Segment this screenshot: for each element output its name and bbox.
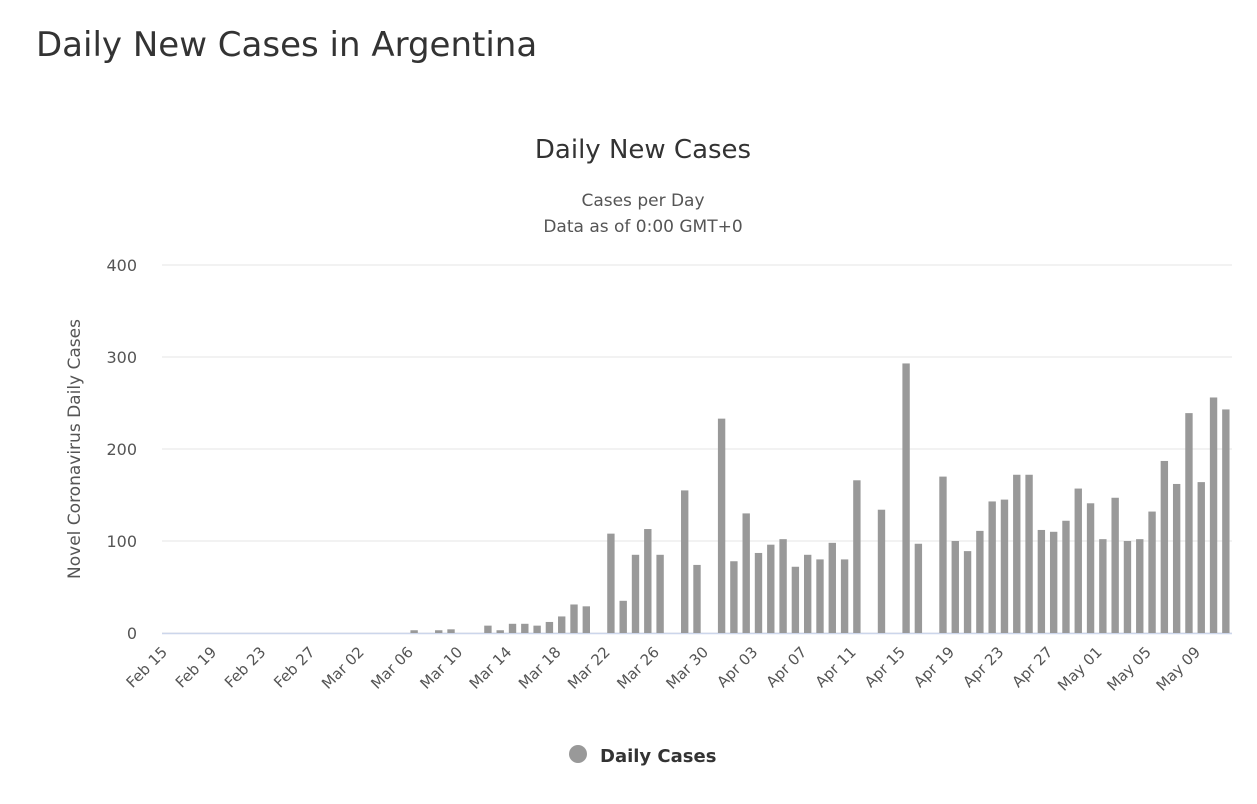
x-tick-label: Apr 27 (1009, 643, 1057, 691)
x-tick-label: Mar 06 (367, 643, 417, 693)
y-tick-label: 200 (106, 440, 137, 459)
bar (1197, 482, 1205, 633)
bar (902, 363, 910, 633)
bar (533, 625, 541, 633)
bar (877, 509, 886, 633)
y-tick-label: 400 (106, 256, 137, 275)
x-tick-label: Mar 22 (564, 643, 614, 693)
bar (804, 554, 812, 633)
bar (619, 600, 627, 633)
bar (1123, 541, 1132, 633)
bar (508, 623, 517, 633)
bar (1099, 539, 1107, 633)
x-tick-label: May 09 (1153, 643, 1205, 695)
bar (1136, 539, 1144, 633)
bar (656, 554, 664, 633)
bar (914, 543, 923, 633)
x-tick-label: Mar 10 (417, 643, 467, 693)
chart-subtitle: Cases per Day (581, 191, 704, 211)
x-tick-label: Mar 02 (318, 643, 368, 693)
chart-subtitle: Data as of 0:00 GMT+0 (543, 217, 742, 237)
bar (717, 418, 726, 633)
x-tick-label: Apr 11 (812, 643, 860, 691)
x-tick-label: Apr 15 (861, 643, 909, 691)
bar (754, 552, 763, 633)
x-tick-label: Feb 23 (221, 643, 269, 691)
legend-label: Daily Cases (600, 746, 716, 767)
bar (791, 566, 800, 633)
bar (570, 604, 578, 633)
bar (963, 551, 972, 633)
y-tick-label: 100 (106, 532, 137, 551)
bar (496, 630, 504, 633)
bar (1074, 488, 1082, 633)
bar (521, 623, 529, 633)
bar (1062, 520, 1070, 633)
bar (1037, 529, 1046, 633)
bar (693, 564, 701, 633)
bar (976, 530, 984, 633)
bar (435, 630, 443, 633)
x-tick-label: Apr 07 (763, 643, 811, 691)
x-tick-label: Apr 03 (713, 643, 761, 691)
bar (447, 629, 455, 633)
bar (1209, 397, 1218, 633)
x-tick-label: May 05 (1103, 643, 1155, 695)
x-tick-label: Mar 30 (663, 643, 713, 693)
bar (840, 559, 849, 633)
bar (582, 606, 590, 633)
legend-marker (569, 745, 587, 763)
bar (1111, 497, 1119, 633)
bar (410, 630, 418, 633)
x-tick-label: Mar 18 (515, 643, 565, 693)
x-tick-label: Apr 19 (910, 643, 958, 691)
x-tick-label: Apr 23 (959, 643, 1007, 691)
bar (558, 616, 566, 633)
y-tick-label: 300 (106, 348, 137, 367)
bar (1086, 503, 1095, 633)
bar (1025, 474, 1033, 633)
x-tick-label: May 01 (1054, 643, 1106, 695)
x-tick-label: Feb 15 (123, 643, 171, 691)
bar (607, 533, 615, 633)
bar (853, 480, 861, 633)
bar (1172, 483, 1181, 633)
bar (1013, 474, 1021, 633)
bar (779, 539, 787, 633)
bar (1148, 511, 1156, 633)
x-tick-label: Feb 27 (270, 643, 318, 691)
bar (742, 513, 750, 633)
bar (828, 542, 836, 633)
bar (816, 559, 824, 633)
y-axis-label: Novel Coronavirus Daily Cases (65, 319, 85, 579)
bar (644, 529, 652, 633)
bar (484, 625, 492, 633)
y-tick-label: 0 (127, 624, 137, 643)
bar (767, 544, 775, 633)
bar (988, 501, 996, 633)
bar (1000, 499, 1009, 633)
bar (1049, 531, 1058, 633)
x-tick-label: Feb 19 (172, 643, 220, 691)
bar (730, 561, 738, 633)
x-tick-label: Mar 14 (466, 643, 516, 693)
bar (951, 541, 959, 633)
bar (631, 554, 640, 633)
bar (545, 621, 554, 633)
bar (1160, 460, 1169, 633)
bar (1222, 409, 1230, 633)
bar (1185, 413, 1193, 633)
chart-title: Daily New Cases (535, 135, 751, 165)
page-title: Daily New Cases in Argentina (36, 25, 537, 65)
bar (681, 490, 689, 633)
bar (939, 476, 947, 633)
x-tick-label: Mar 26 (613, 643, 663, 693)
